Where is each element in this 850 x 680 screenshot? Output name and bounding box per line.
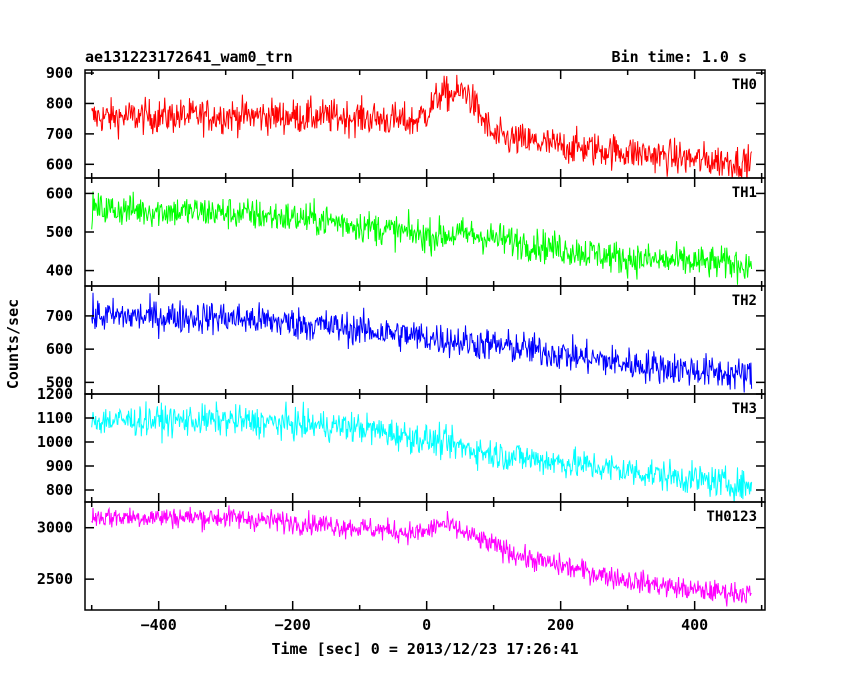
x-tick-label: 0: [422, 616, 431, 634]
y-tick-label-th1: 600: [46, 184, 73, 202]
y-tick-label-th0: 800: [46, 94, 73, 112]
x-tick-label: −200: [275, 616, 311, 634]
series-line-th1: [91, 191, 753, 285]
y-tick-label-th0123: 3000: [37, 519, 73, 537]
series-line-th2: [91, 292, 753, 393]
panel-name-th2: TH2: [732, 293, 757, 309]
panel-name-th0: TH0: [732, 77, 757, 93]
y-tick-label-th0: 600: [46, 155, 73, 173]
y-tick-label-th1: 500: [46, 223, 73, 241]
series-line-th0123: [91, 505, 752, 607]
y-tick-label-th1: 400: [46, 262, 73, 280]
y-axis-title: Counts/sec: [4, 299, 22, 389]
y-tick-label-th3: 1000: [37, 433, 73, 451]
y-tick-label-th3: 1100: [37, 409, 73, 427]
chart-title: ae131223172641_wam0_trn: [85, 48, 293, 66]
y-tick-label-th0123: 2500: [37, 570, 73, 588]
panel-name-th1: TH1: [732, 185, 757, 201]
panel-name-th3: TH3: [732, 401, 757, 417]
y-tick-label-th3: 800: [46, 481, 73, 499]
bin-time-label: Bin time: 1.0 s: [612, 48, 747, 66]
y-tick-label-th0: 700: [46, 125, 73, 143]
panels: 600 700 800 900 TH0 400 500 600 TH1 500 600 700 TH2 8…: [37, 64, 766, 634]
y-tick-label-th2: 600: [46, 340, 73, 358]
series-line-th0: [91, 74, 753, 178]
panel-frame-th0123: [84, 501, 766, 611]
panel-name-th0123: TH0123: [706, 509, 757, 525]
y-tick-label-th2: 700: [46, 307, 73, 325]
y-tick-label-th3: 1200: [37, 385, 73, 403]
x-tick-label: 200: [547, 616, 574, 634]
x-axis-title: Time [sec] 0 = 2013/12/23 17:26:41: [271, 640, 578, 658]
y-tick-label-th2: 500: [46, 373, 73, 391]
x-tick-label: −400: [141, 616, 177, 634]
series-line-th3: [91, 401, 753, 502]
y-tick-label-th0: 900: [46, 64, 73, 82]
y-tick-label-th3: 900: [46, 457, 73, 475]
panel-frame-th0: [84, 69, 766, 179]
x-tick-label: 400: [681, 616, 708, 634]
